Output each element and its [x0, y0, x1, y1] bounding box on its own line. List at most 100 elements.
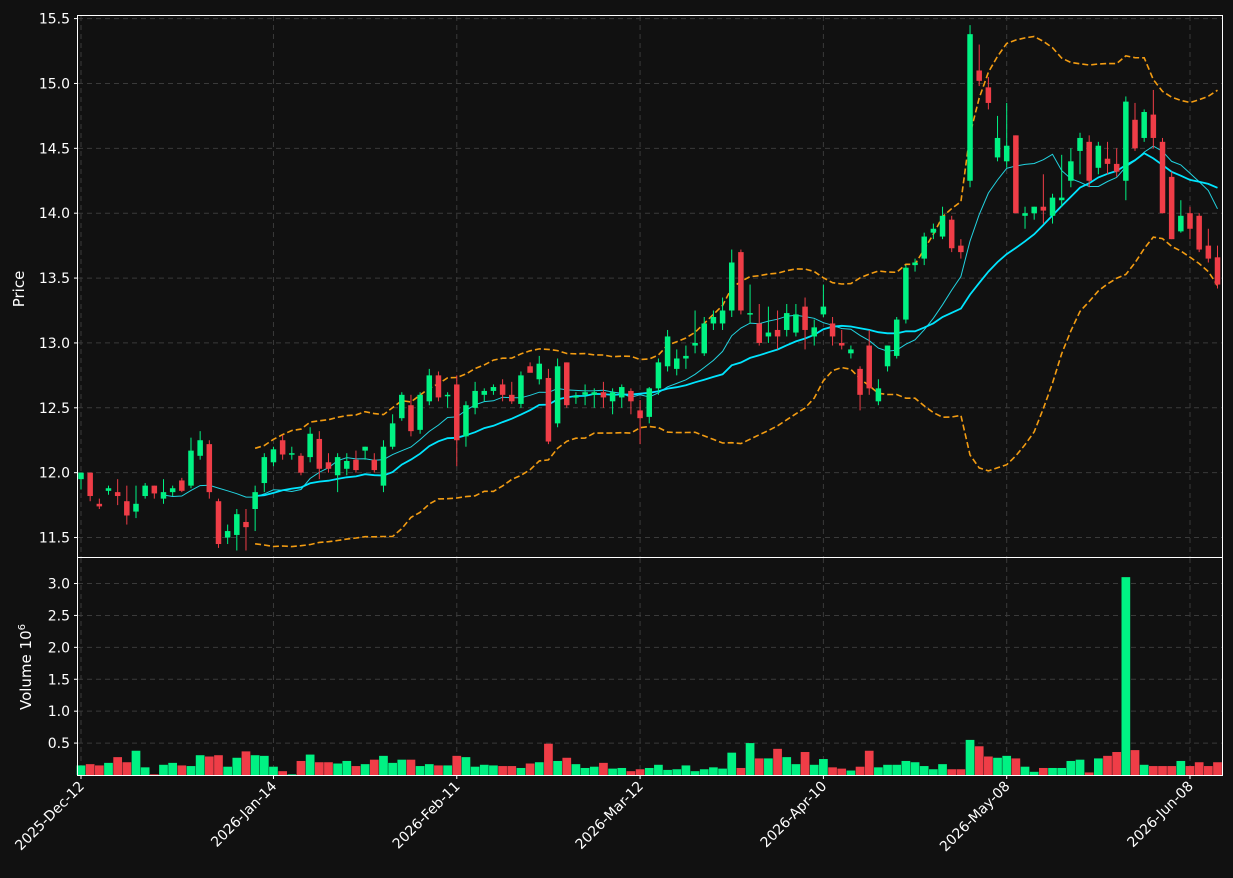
- candle-body: [710, 316, 717, 324]
- candle-body: [1086, 141, 1092, 181]
- volume-bar: [589, 766, 599, 775]
- candle-body: [87, 472, 93, 497]
- volume-bar: [571, 764, 581, 775]
- candle-body: [279, 440, 286, 455]
- candle-body: [96, 503, 103, 507]
- volume-bar: [956, 769, 966, 775]
- volume-bar: [699, 769, 709, 775]
- volume-bar: [443, 765, 452, 775]
- volume-bar: [470, 766, 480, 775]
- candle-body: [985, 87, 992, 103]
- volume-bar: [773, 748, 782, 775]
- volume-bar: [1185, 766, 1195, 775]
- volume-bar: [94, 765, 104, 775]
- volume-bar: [929, 769, 938, 775]
- candle-body: [719, 310, 726, 324]
- candle-body: [1113, 163, 1120, 172]
- volume-bar: [489, 765, 498, 775]
- volume-bars: [76, 577, 1222, 775]
- candle-body: [664, 336, 671, 367]
- candle-body: [1132, 119, 1138, 149]
- volume-bar: [626, 771, 636, 775]
- candle-body: [692, 342, 698, 346]
- candle-body: [1205, 245, 1212, 259]
- volume-y-ticks: 0.5 1.0 1.5 2.0 2.5 3.0: [48, 577, 78, 752]
- candle-body: [930, 228, 937, 233]
- candle-body: [307, 433, 313, 458]
- volume-bar: [1020, 766, 1030, 775]
- candle-body: [362, 446, 368, 451]
- volume-bar: [479, 764, 489, 775]
- candle-body: [646, 388, 652, 417]
- candle-body: [1040, 206, 1047, 211]
- candle-body: [380, 446, 387, 486]
- candle-body: [1141, 112, 1147, 138]
- volume-bar: [947, 769, 957, 775]
- candle-body: [600, 392, 607, 398]
- candle-body: [1178, 215, 1184, 232]
- candle-body: [426, 375, 433, 402]
- candle-body: [1187, 213, 1193, 229]
- candle-body: [243, 521, 249, 528]
- candle-body: [536, 363, 543, 380]
- volume-bar: [388, 762, 397, 775]
- candle-body: [948, 219, 955, 249]
- volume-bar: [1139, 764, 1149, 775]
- candle-body: [463, 405, 469, 437]
- candle-body: [224, 531, 231, 538]
- candle-body: [1150, 114, 1157, 138]
- volume-bar: [333, 763, 342, 775]
- volume-bar: [855, 766, 865, 775]
- volume-bar: [892, 764, 902, 775]
- candle-body: [793, 314, 799, 333]
- volume-bar: [782, 757, 792, 775]
- candle-body: [728, 262, 735, 311]
- volume-tick-label: 0.5: [48, 736, 70, 752]
- volume-bar: [406, 759, 416, 775]
- price-tick-label: 15.0: [39, 76, 70, 92]
- volume-bar: [232, 757, 242, 775]
- volume-bar: [544, 743, 553, 775]
- price-tick-label: 14.5: [39, 141, 70, 157]
- candlesticks: [78, 25, 1221, 551]
- candle-body: [399, 394, 405, 419]
- candle-body: [1123, 101, 1129, 181]
- volume-bar: [168, 762, 178, 775]
- volume-bar: [736, 767, 746, 775]
- volume-bar: [919, 766, 929, 775]
- candle-body: [444, 394, 451, 397]
- volume-bar: [1121, 577, 1131, 775]
- volume-bar: [764, 758, 773, 775]
- volume-bar: [1103, 755, 1112, 775]
- candle-body: [188, 450, 194, 486]
- candle-body: [78, 472, 84, 480]
- volume-bar: [516, 767, 526, 775]
- candle-body: [811, 327, 817, 337]
- volume-bar: [984, 756, 993, 775]
- volume-bar: [828, 767, 837, 775]
- volume-bar: [800, 752, 810, 775]
- volume-bar: [140, 767, 150, 775]
- volume-bar: [159, 764, 168, 775]
- volume-bar: [1130, 750, 1140, 775]
- volume-bar: [965, 739, 975, 775]
- volume-tick-label: 1.0: [48, 704, 70, 720]
- candle-body: [518, 375, 524, 404]
- volume-bar: [718, 768, 727, 775]
- candle-body: [169, 488, 176, 493]
- volume-bar: [1213, 762, 1222, 775]
- candle-body: [976, 70, 982, 81]
- candle-body: [197, 440, 203, 456]
- volume-bar: [599, 762, 608, 775]
- volume-bar: [131, 750, 141, 775]
- candle-body: [472, 390, 478, 408]
- candle-body: [481, 390, 488, 395]
- volume-bar: [287, 774, 297, 775]
- candle-body: [160, 492, 167, 499]
- volume-bar: [635, 769, 645, 775]
- volume-bar: [1075, 759, 1085, 775]
- volume-bar: [149, 774, 159, 775]
- volume-bar: [113, 757, 123, 775]
- volume-bar: [754, 758, 764, 775]
- volume-bar: [727, 752, 737, 775]
